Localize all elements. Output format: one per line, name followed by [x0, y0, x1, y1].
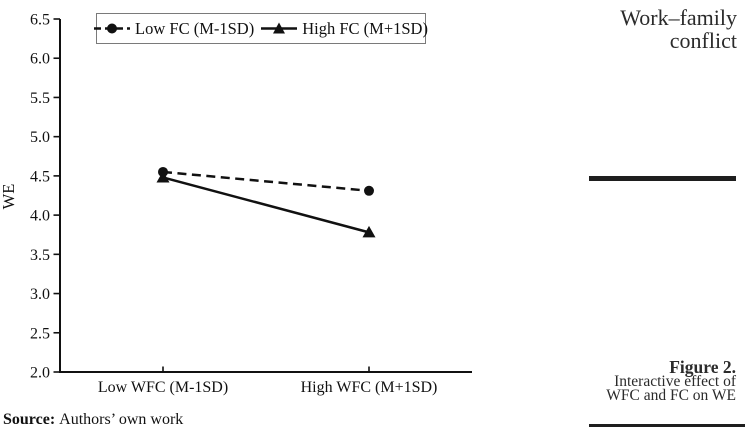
legend-label-low-fc: Low FC (M-1SD)	[135, 18, 255, 38]
legend-item-high-fc: High FC (M+1SD)	[261, 19, 428, 39]
solid-line-triangle-marker-icon	[261, 22, 298, 34]
data-point-circle	[364, 185, 374, 196]
running-head: Work–family conflict	[620, 6, 737, 52]
figure-caption-title: Figure 2.	[669, 357, 736, 377]
chart-legend: Low FC (M-1SD) High FC (M+1SD)	[94, 13, 428, 44]
series-line-dashed	[162, 170, 370, 193]
series-line-solid	[162, 176, 370, 234]
figure-caption: Figure 2. Interactive effect of WFC and …	[606, 357, 736, 404]
source-label: Source:	[3, 411, 56, 428]
column-rule-thin	[589, 424, 745, 427]
chart-figure: 2.0 2.5 3.0 3.5 4.0 4.5 5.0 5.5 6.0 6.5 WE Low WFC …	[0, 12, 472, 429]
line-chart-canvas: 2.0 2.5 3.0 3.5 4.0 4.5 5.0 5.5 6.0 6.5 WE Low WFC …	[0, 12, 472, 396]
y-tick-label: 5.5	[30, 90, 50, 107]
data-point-triangle	[362, 225, 376, 238]
y-tick-label: 3.5	[30, 247, 50, 264]
figure-caption-line-2: WFC and FC on WE	[606, 386, 736, 404]
figure-caption-line-1: Interactive effect of	[614, 373, 736, 390]
y-tick-label: 5.0	[30, 129, 50, 146]
source-note: Source: Authors’ own work	[3, 411, 183, 429]
y-tick-label: 6.5	[30, 12, 50, 29]
data-point-triangle	[156, 170, 170, 183]
y-tick-label: 2.5	[30, 325, 50, 342]
legend-item-low-fc: Low FC (M-1SD)	[94, 19, 254, 39]
legend-label-high-fc: High FC (M+1SD)	[302, 18, 428, 38]
column-rule-thick	[589, 176, 736, 181]
y-tick-label: 6.0	[30, 51, 50, 68]
x-tick-label: Low WFC (M-1SD)	[98, 379, 228, 396]
dashed-line-circle-marker-icon	[94, 23, 131, 34]
y-axis-title: WE	[0, 184, 18, 210]
running-head-line-2: conflict	[669, 28, 737, 53]
source-text: Authors’ own work	[59, 411, 184, 428]
y-tick-label: 2.0	[30, 365, 50, 382]
y-tick-label: 4.0	[30, 208, 50, 225]
y-tick-label: 4.5	[30, 168, 50, 185]
x-tick-label: High WFC (M+1SD)	[301, 379, 438, 396]
running-head-line-1: Work–family	[620, 5, 737, 30]
y-tick-label: 3.0	[30, 286, 50, 303]
